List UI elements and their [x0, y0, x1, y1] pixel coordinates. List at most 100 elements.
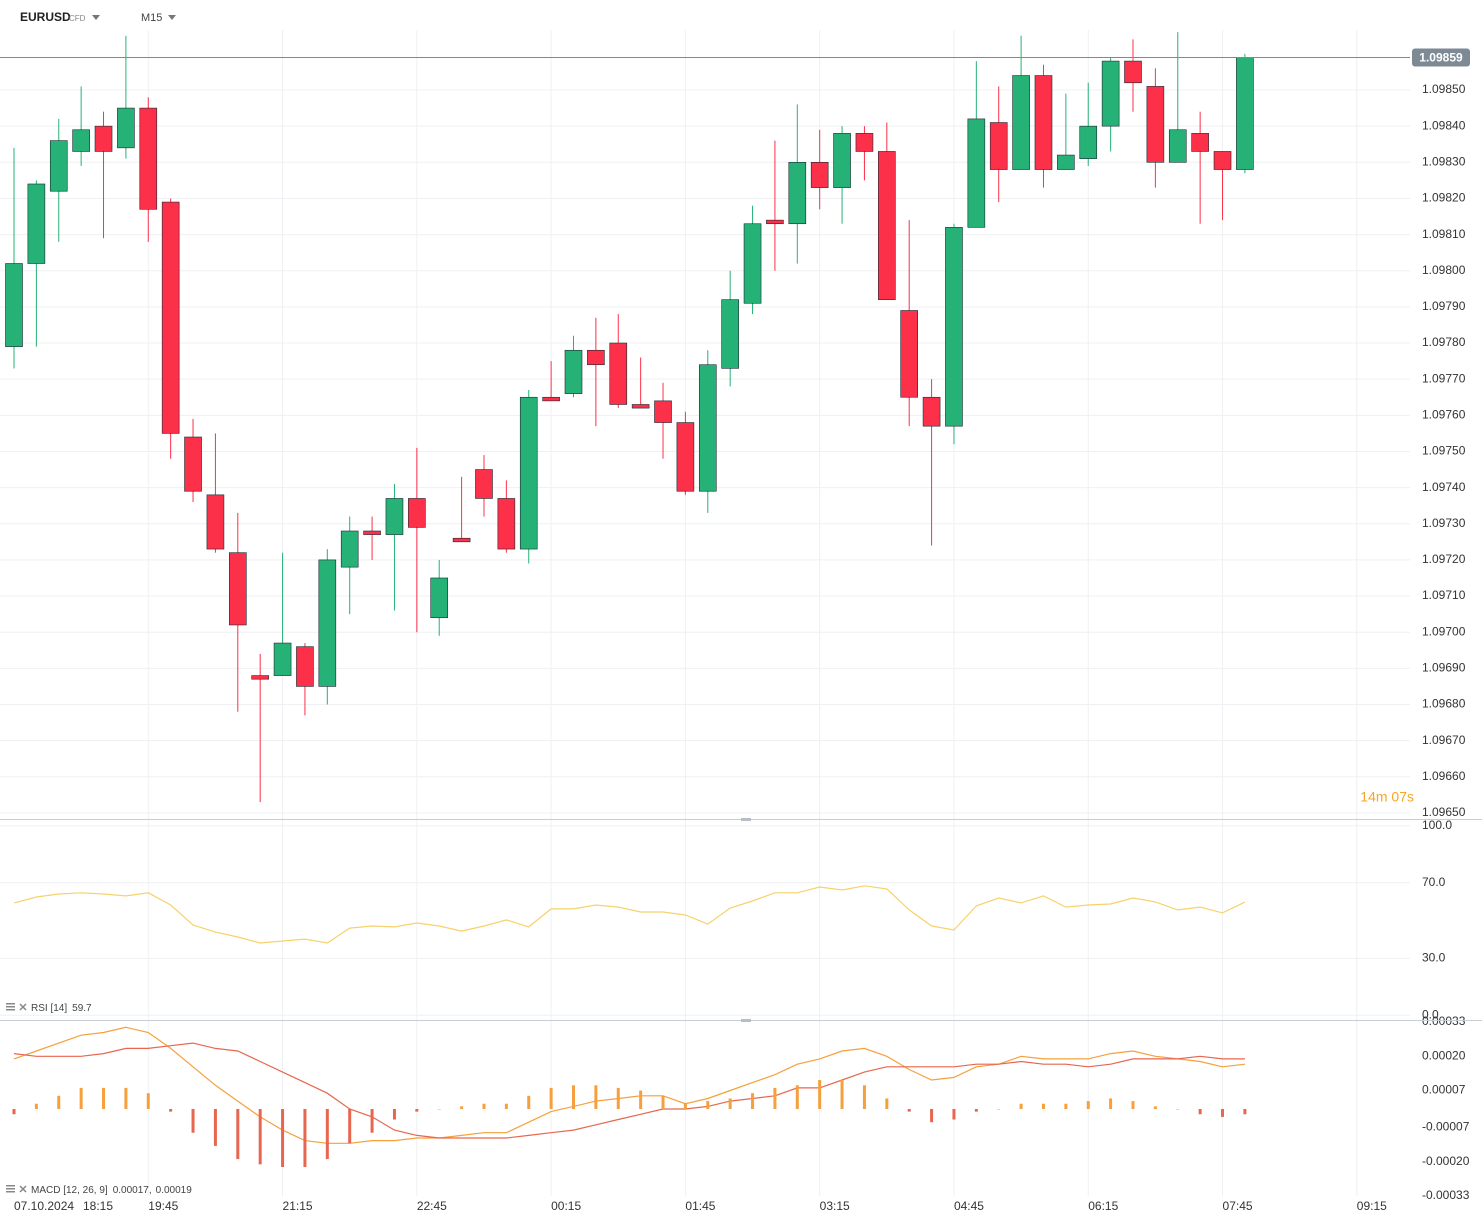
histogram-bar	[1153, 1106, 1157, 1109]
histogram-bar	[549, 1087, 553, 1109]
histogram-bar	[795, 1085, 799, 1109]
histogram-bar	[348, 1109, 352, 1144]
candle-body	[810, 161, 829, 188]
candle-body	[989, 122, 1008, 170]
candle-body	[475, 469, 493, 499]
histogram-bar	[773, 1087, 777, 1109]
indicator-line	[13, 1026, 1245, 1144]
y-tick-label: 1.09850	[1422, 82, 1466, 96]
candle-countdown: 14m 07s	[1360, 789, 1414, 805]
x-date-label: 07.10.2024	[14, 1199, 74, 1213]
resize-handle[interactable]	[741, 1019, 751, 1022]
dropdown-arrow[interactable]	[168, 15, 176, 20]
y-tick-label: 1.09670	[1422, 733, 1466, 747]
x-tick-label: 00:15	[551, 1199, 581, 1213]
candle-body	[1146, 86, 1165, 163]
y-tick-label: 1.09660	[1422, 769, 1466, 783]
candle-body	[922, 396, 941, 427]
histogram-bar	[146, 1093, 150, 1109]
histogram-bar	[639, 1090, 643, 1109]
candle-body	[721, 299, 739, 369]
candle-body	[1012, 75, 1030, 170]
histogram-bar	[974, 1109, 978, 1112]
histogram-bar	[661, 1095, 665, 1109]
candle-body	[296, 646, 314, 687]
y-tick-label: 1.09840	[1422, 118, 1466, 132]
resize-handle[interactable]	[741, 818, 751, 821]
candle-body	[363, 530, 381, 535]
candle-body	[1236, 57, 1254, 170]
y-tick-label: -0.00007	[1422, 1120, 1470, 1134]
histogram-bar	[57, 1095, 61, 1109]
candle-body	[452, 537, 471, 543]
histogram-bar	[997, 1109, 1001, 1110]
candle-body	[27, 183, 46, 264]
candle-body	[900, 310, 919, 398]
histogram-bar	[616, 1087, 620, 1109]
candle-body	[743, 223, 762, 304]
candle-body	[564, 349, 583, 394]
last-price-label: 1.09859	[1419, 51, 1463, 65]
candle-body	[1213, 151, 1232, 170]
rsi-legend-icons	[6, 1003, 27, 1011]
indicator-value: 59.7	[72, 1003, 92, 1014]
histogram-bar	[1019, 1103, 1023, 1109]
histogram-bar	[1243, 1109, 1247, 1115]
candle-body	[587, 349, 605, 366]
y-tick-label: 1.09740	[1422, 480, 1466, 494]
candle-body	[251, 675, 269, 680]
histogram-bar	[437, 1109, 441, 1110]
marks-layer	[0, 32, 1410, 1167]
candle-body	[1057, 154, 1075, 170]
y-tick-label: 30.0	[1422, 951, 1446, 965]
x-tick-label: 07:45	[1223, 1199, 1253, 1213]
candle-body	[1191, 133, 1209, 152]
histogram-bar	[236, 1109, 240, 1160]
indicator-name: MACD [12, 26, 9]	[31, 1185, 108, 1196]
histogram-bar	[572, 1085, 575, 1109]
histogram-bar	[1198, 1109, 1202, 1115]
candle-body	[430, 577, 449, 619]
candle-body	[1034, 75, 1053, 170]
candle-body	[631, 404, 650, 409]
histogram-bar	[281, 1109, 285, 1167]
histogram-bar	[706, 1101, 710, 1109]
candle-body	[408, 498, 426, 528]
candle-body	[1168, 129, 1187, 163]
remove-icon[interactable]	[19, 1185, 27, 1193]
candle-body	[161, 201, 180, 434]
remove-icon[interactable]	[19, 1003, 27, 1011]
y-tick-label: 1.09710	[1422, 588, 1466, 602]
histogram-bar	[862, 1085, 866, 1109]
candle-body	[49, 140, 68, 192]
y-tick-label: 1.09760	[1422, 407, 1466, 421]
histogram-bar	[1221, 1109, 1225, 1117]
x-tick-label: 19:45	[148, 1199, 178, 1213]
histogram-bar	[325, 1109, 329, 1160]
dropdown-arrow[interactable]	[92, 15, 100, 20]
histogram-bar	[930, 1109, 934, 1123]
candle-body	[788, 161, 807, 225]
candle-body	[1124, 60, 1142, 84]
indicator-legend: MACD [12, 26, 9] 0.00017, 0.00019	[31, 1185, 192, 1196]
histogram-bar	[415, 1109, 419, 1112]
instrument-type: CFD	[69, 14, 86, 23]
last-price-tag	[1412, 48, 1470, 67]
y-tick-label: 1.09830	[1422, 154, 1466, 168]
timeframe[interactable]: M15	[141, 12, 162, 24]
histogram-bar	[124, 1087, 128, 1109]
symbol[interactable]: EURUSD	[20, 10, 71, 24]
y-tick-label: 0.0	[1422, 1007, 1439, 1021]
y-tick-label: 1.09780	[1422, 335, 1466, 349]
y-tick-label: 100.0	[1422, 818, 1452, 832]
indicator-line	[13, 1042, 1245, 1139]
histogram-bar	[1131, 1101, 1135, 1109]
histogram-bar	[728, 1098, 732, 1109]
histogram-bar	[303, 1109, 307, 1167]
grid-layer: 1.09650 1.09660 1.09670 1.09680 1.09690 1.097…	[0, 30, 1470, 1202]
candle-body	[5, 263, 23, 347]
candle-body	[855, 133, 874, 152]
y-tick-label: 0.00033	[1422, 1014, 1466, 1028]
x-tick-label: 06:15	[1088, 1199, 1118, 1213]
candle-body	[676, 422, 695, 492]
